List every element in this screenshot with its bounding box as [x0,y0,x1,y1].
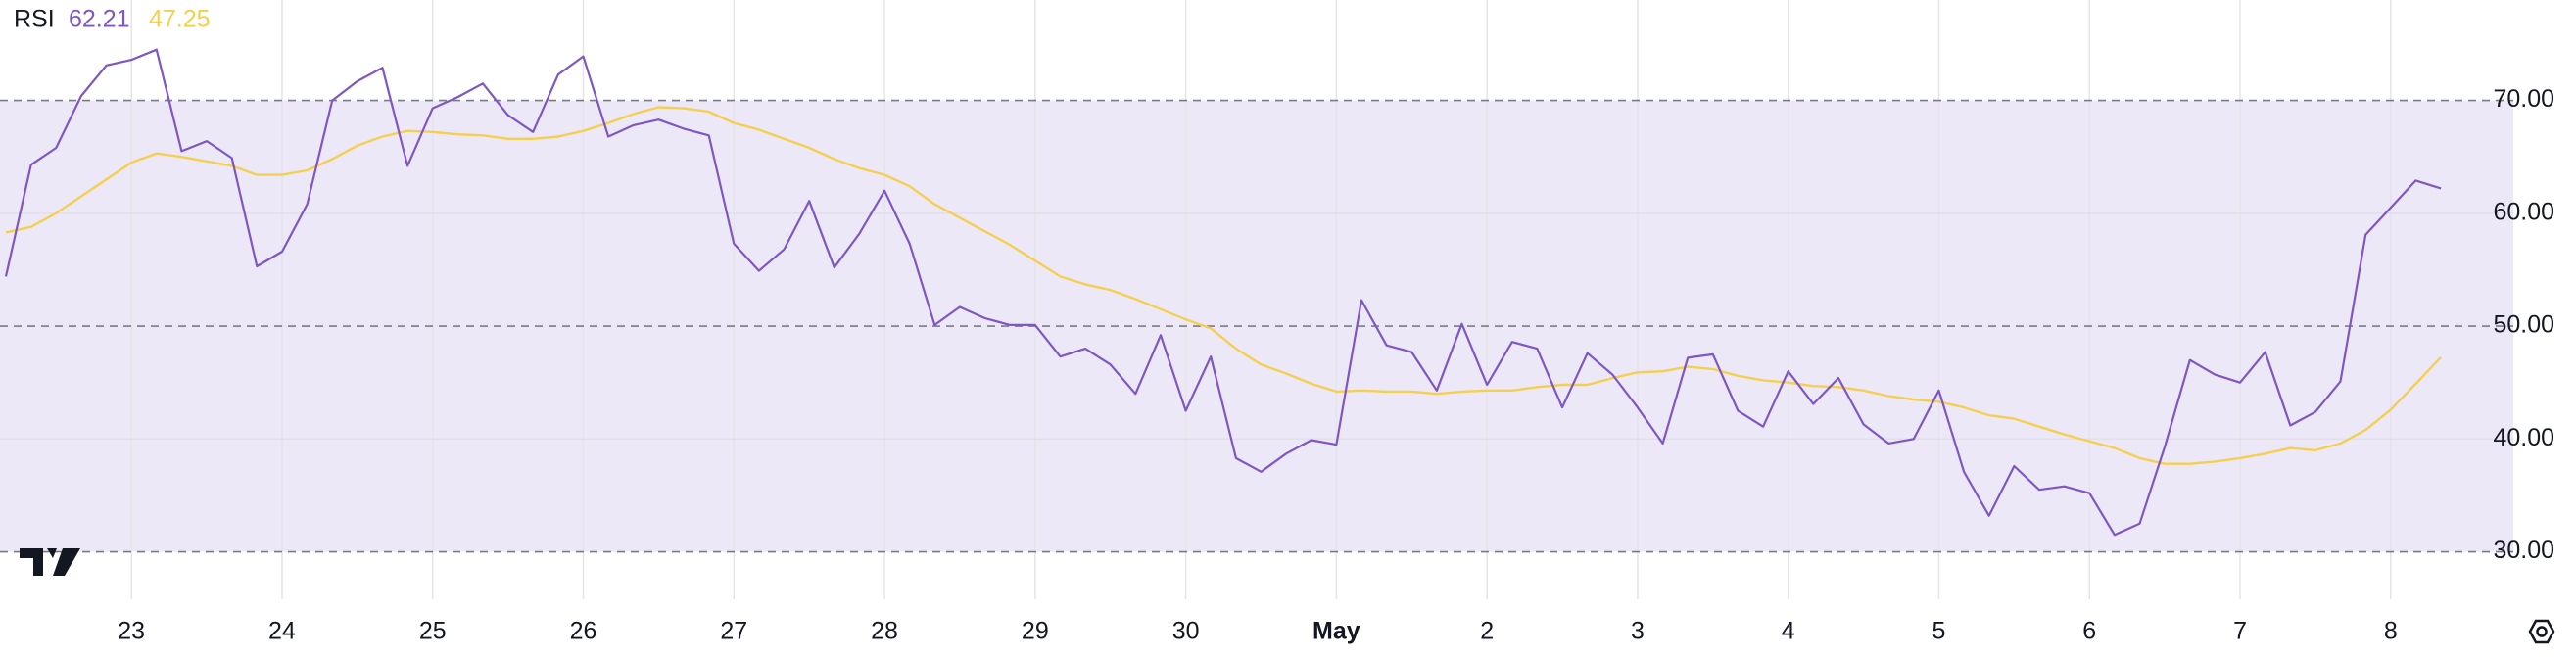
x-tick-label: 5 [1932,618,1946,645]
x-tick-label: 27 [720,618,747,645]
legend-title: RSI [14,6,55,33]
x-tick-label: 29 [1022,618,1049,645]
x-tick-label: 8 [2384,618,2398,645]
settings-icon[interactable] [2528,619,2555,644]
background [0,0,2513,599]
logo [20,548,80,576]
y-tick-label: 70.00 [2493,85,2554,113]
y-tick-label: 60.00 [2493,198,2554,225]
plot [4,48,2442,537]
series-line [5,106,2442,465]
x-tick-label: 2 [1480,618,1494,645]
x-tick-label: 25 [419,618,447,645]
x-tick-label: 7 [2233,618,2247,645]
series-line [4,48,2442,537]
x-tick-label: 4 [1782,618,1795,645]
y-tick-label: 50.00 [2493,311,2554,339]
settings-hexagon[interactable] [2528,619,2555,644]
x-tick-label: 3 [1631,618,1645,645]
legend-value: 62.21 [69,6,130,33]
x-tick-label: 28 [871,618,898,645]
y-tick-label: 40.00 [2493,424,2554,451]
legend-value: 47.25 [149,6,211,33]
x-tick-label: May [1312,618,1360,645]
logo-mark [20,548,80,576]
x-tick-label: 30 [1172,618,1200,645]
x-tick-label: 23 [118,618,145,645]
x-tick-label: 6 [2082,618,2096,645]
labels: RSI 62.21 47.25 23 24 25 26 27 28 29 30 May 2 3 4 5 6… [14,6,2554,645]
x-tick-label: 24 [268,618,296,645]
settings-dot[interactable] [2536,626,2548,637]
x-tick-label: 26 [570,618,597,645]
y-tick-label: 30.00 [2493,537,2554,564]
